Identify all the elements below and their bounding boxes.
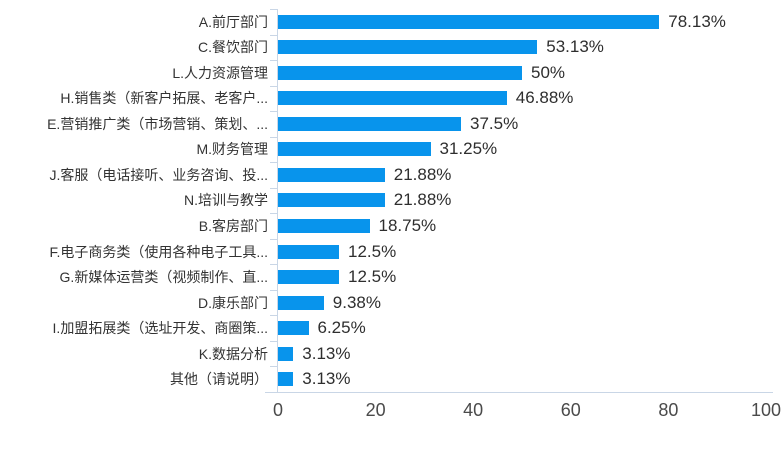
bar[interactable]	[278, 91, 507, 106]
chart-row: A.前厅部门 78.13%	[0, 9, 784, 35]
bar[interactable]	[278, 346, 294, 361]
category-label: 其他（请说明）	[170, 371, 268, 388]
x-axis-tick-label: 60	[560, 400, 581, 420]
category-tick	[270, 187, 278, 189]
value-label: 21.88%	[393, 164, 452, 184]
category-label: K.数据分析	[198, 345, 268, 362]
category-tick	[270, 60, 278, 62]
chart-row: I.加盟拓展类（选址开发、商圈策... 6.25%	[0, 315, 784, 341]
x-axis-tick-label: 0	[272, 400, 284, 420]
category-tick	[270, 289, 278, 291]
bar[interactable]	[278, 65, 522, 80]
bar[interactable]	[278, 193, 385, 208]
bar[interactable]	[278, 14, 660, 29]
category-label: H.销售类（新客户拓展、老客户...	[60, 90, 268, 107]
category-label: I.加盟拓展类（选址开发、商圈策...	[52, 320, 268, 337]
category-label: C.餐饮部门	[198, 39, 268, 56]
category-label: N.培训与教学	[184, 192, 268, 209]
category-label: L.人力资源管理	[172, 64, 268, 81]
x-axis-tick-label: 100	[750, 400, 782, 420]
value-label: 3.13%	[302, 369, 351, 389]
value-label: 12.5%	[348, 241, 397, 261]
value-label: 12.5%	[348, 267, 397, 287]
category-tick	[270, 340, 278, 342]
value-label: 9.38%	[332, 292, 381, 312]
category-tick	[270, 392, 278, 393]
value-label: 37.5%	[470, 113, 519, 133]
value-label: 78.13%	[668, 11, 726, 31]
value-label: 18.75%	[378, 216, 437, 236]
x-axis-tick-label: 20	[365, 400, 386, 420]
bar[interactable]	[278, 40, 538, 55]
category-tick	[270, 213, 278, 215]
value-label: 3.13%	[302, 343, 351, 363]
category-tick	[270, 34, 278, 36]
category-label: M.财务管理	[196, 141, 268, 158]
chart-row: D.康乐部门 9.38%	[0, 290, 784, 316]
category-tick	[270, 9, 278, 10]
bar[interactable]	[278, 167, 385, 182]
bar[interactable]	[278, 321, 309, 336]
value-label: 46.88%	[515, 88, 574, 108]
chart-row: N.培训与教学 21.88%	[0, 188, 784, 214]
bar[interactable]	[278, 142, 431, 157]
chart-row: F.电子商务类（使用各种电子工具... 12.5%	[0, 239, 784, 265]
bar[interactable]	[278, 116, 461, 131]
bar[interactable]	[278, 270, 339, 285]
value-label: 21.88%	[393, 190, 452, 210]
chart-row: M.财务管理 31.25%	[0, 137, 784, 163]
bar[interactable]	[278, 219, 370, 234]
bar[interactable]	[278, 244, 339, 259]
bar[interactable]	[278, 372, 294, 387]
category-label: F.电子商务类（使用各种电子工具...	[49, 243, 268, 260]
category-tick	[270, 111, 278, 113]
category-tick	[270, 315, 278, 317]
chart-row: 其他（请说明） 3.13%	[0, 366, 784, 392]
category-label: J.客服（电话接听、业务咨询、投...	[49, 166, 268, 183]
value-label: 50%	[531, 62, 566, 82]
category-tick	[270, 238, 278, 240]
category-label: D.康乐部门	[198, 294, 268, 311]
chart-row: E.营销推广类（市场营销、策划、... 37.5%	[0, 111, 784, 137]
chart-row: J.客服（电话接听、业务咨询、投... 21.88%	[0, 162, 784, 188]
chart-row: L.人力资源管理 50%	[0, 60, 784, 86]
value-label: 53.13%	[546, 37, 604, 57]
category-tick	[270, 264, 278, 266]
value-label: 6.25%	[317, 318, 366, 338]
chart-row: K.数据分析 3.13%	[0, 341, 784, 367]
value-label: 31.25%	[439, 139, 498, 159]
category-tick	[270, 162, 278, 164]
chart-row: B.客房部门 18.75%	[0, 213, 784, 239]
category-label: E.营销推广类（市场营销、策划、...	[47, 115, 268, 132]
chart-row: H.销售类（新客户拓展、老客户... 46.88%	[0, 86, 784, 112]
category-tick	[270, 136, 278, 138]
x-axis-tick-label: 80	[658, 400, 679, 420]
y-axis-line	[277, 9, 278, 393]
category-label: A.前厅部门	[198, 13, 268, 30]
x-axis-line	[265, 392, 773, 393]
x-axis-tick-label: 40	[463, 400, 484, 420]
bar[interactable]	[278, 295, 324, 310]
category-tick	[270, 85, 278, 87]
category-label: B.客房部门	[198, 218, 268, 235]
chart-row: G.新媒体运营类（视频制作、直... 12.5%	[0, 264, 784, 290]
chart-row: C.餐饮部门 53.13%	[0, 35, 784, 61]
category-label: G.新媒体运营类（视频制作、直...	[59, 269, 268, 286]
category-tick	[270, 366, 278, 368]
